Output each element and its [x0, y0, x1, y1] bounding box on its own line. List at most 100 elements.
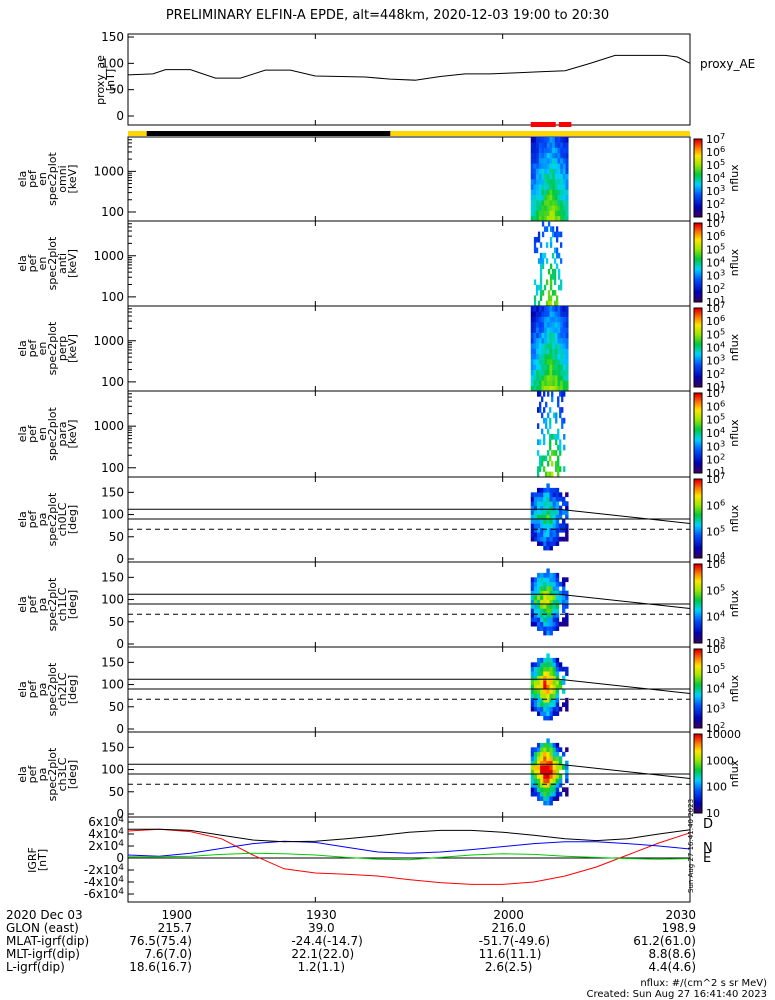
- para-spectrogram-ylabel-2: en: [36, 427, 49, 441]
- ch2lc-pitch-angle-cell: [561, 666, 566, 672]
- ch3lc-pitch-angle-cell: [537, 787, 541, 793]
- igrf-frame: [127, 816, 691, 903]
- anti-spectrogram-cell: [535, 284, 539, 291]
- ch0lc-pitch-angle-cell: [537, 519, 541, 524]
- anti-spectrogram-cell: [539, 279, 543, 286]
- omni-spectrogram-cell: [565, 158, 569, 164]
- ch3lc-pitch-angle-cell: [552, 774, 557, 779]
- perp-spectrogram-cell: [554, 385, 558, 392]
- ch3lc-pitch-angle-ylabel-5: [deg]: [66, 760, 79, 789]
- ch0lc-pitch-angle-cell: [530, 510, 535, 515]
- omni-spectrogram-cell: [560, 142, 564, 148]
- perp-spectrogram-cell: [554, 337, 558, 344]
- ch2lc-pitch-angle-cell: [537, 671, 541, 676]
- ch0lc-pitch-angle-colorbar-label: nflux: [728, 504, 741, 532]
- ch0lc-pitch-angle-cell: [543, 505, 547, 511]
- ch0lc-pitch-angle-colorbar-cell: [694, 496, 702, 500]
- ch1lc-pitch-angle-cell: [537, 612, 541, 618]
- ch0lc-pitch-angle-cell: [530, 523, 535, 529]
- perp-spectrogram-cell: [541, 359, 545, 365]
- ch1lc-pitch-angle-cell: [552, 626, 557, 631]
- perp-spectrogram-cell: [565, 385, 569, 392]
- ch3lc-pitch-angle-cell: [565, 760, 569, 766]
- omni-spectrogram-cell: [530, 200, 534, 206]
- omni-spectrogram-cell: [538, 168, 542, 175]
- omni-spectrogram-cell: [544, 152, 548, 159]
- perp-spectrogram-cell: [533, 343, 537, 349]
- ch0lc-pitch-angle-cell: [552, 523, 557, 529]
- ch3lc-pitch-angle-cell: [555, 751, 560, 757]
- ch1lc-pitch-angle-cell: [543, 604, 547, 609]
- ch1lc-pitch-angle-cell: [561, 604, 566, 609]
- omni-spectrogram-cell: [565, 147, 569, 154]
- perp-spectrogram-cell: [533, 364, 537, 371]
- omni-spectrogram-cell: [544, 163, 548, 169]
- omni-spectrogram-cell: [538, 163, 542, 169]
- anti-spectrogram-cell: [557, 252, 561, 259]
- omni-spectrogram-cell: [562, 194, 566, 201]
- anti-spectrogram-cell: [549, 295, 553, 301]
- para-spectrogram-cell: [543, 439, 546, 446]
- ch3lc-pitch-angle-cell: [546, 756, 550, 761]
- para-spectrogram-colorbar-cell: [694, 409, 702, 412]
- perp-spectrogram-cell: [549, 327, 553, 333]
- ch1lc-pitch-angle-colorbar-cell: [694, 575, 702, 579]
- omni-spectrogram-cell: [560, 147, 564, 154]
- ch3lc-pitch-angle-cell: [543, 756, 547, 761]
- omni-spectrogram-cell: [554, 173, 558, 180]
- anti-spectrogram-cell: [557, 231, 561, 238]
- ch0lc-pitch-angle-cell: [565, 532, 569, 538]
- ch3lc-pitch-angle-cell: [549, 787, 553, 793]
- perp-spectrogram-colorbar-cell: [694, 363, 702, 366]
- omni-spectrogram-ytick-label-0: 100: [101, 205, 124, 219]
- perp-spectrogram-cell: [562, 311, 566, 317]
- ch3lc-pitch-angle-colorbar-tick-3: 10000: [706, 728, 741, 741]
- ch1lc-pitch-angle-cell: [530, 621, 535, 627]
- ch0lc-pitch-angle-colorbar-cell: [694, 518, 702, 521]
- omni-spectrogram-cell: [541, 215, 545, 222]
- ch2lc-pitch-angle-colorbar-cell: [694, 710, 702, 713]
- perp-spectrogram-cell: [565, 369, 569, 376]
- perp-spectrogram-cell: [565, 316, 569, 323]
- igrf-ytick-label-5: -4x104: [84, 875, 124, 889]
- ch3lc-pitch-angle-cell: [555, 765, 560, 770]
- omni-spectrogram-cell: [562, 147, 566, 154]
- anti-spectrogram-colorbar-cell: [694, 290, 702, 293]
- para-spectrogram-colorbar-cell: [694, 443, 702, 446]
- ch3lc-pitch-angle-colorbar-tick-0: 10: [706, 807, 720, 820]
- para-spectrogram-colorbar-cell: [694, 451, 702, 454]
- perp-spectrogram-cell: [544, 337, 548, 344]
- ch1lc-pitch-angle-cell: [540, 617, 544, 623]
- ch0lc-pitch-angle-colorbar-cell: [694, 526, 702, 529]
- omni-spectrogram-cell: [565, 168, 569, 175]
- para-spectrogram-cell: [563, 444, 566, 451]
- anti-spectrogram-colorbar-cell: [694, 298, 702, 301]
- ch3lc-pitch-angle-cells: [530, 738, 569, 806]
- ch2lc-pitch-angle-colorbar-cell: [694, 666, 702, 670]
- perp-spectrogram-cell: [549, 337, 553, 344]
- para-spectrogram-colorbar-cell: [694, 425, 702, 428]
- ch1lc-pitch-angle-cell: [561, 586, 566, 591]
- omni-spectrogram-cell: [533, 168, 537, 175]
- omni-spectrogram-colorbar-tick-2: 103: [706, 183, 725, 198]
- perp-spectrogram-cell: [544, 353, 548, 360]
- ch1lc-pitch-angle-cell: [537, 621, 541, 627]
- omni-spectrogram-cell: [560, 137, 564, 143]
- para-spectrogram-colorbar-cell: [694, 441, 702, 444]
- ch0lc-pitch-angle-loss-cone-upper: [128, 508, 691, 524]
- perp-spectrogram-colorbar-cell: [694, 335, 702, 339]
- omni-spectrogram-cell: [530, 215, 534, 222]
- omni-spectrogram-cell: [533, 205, 537, 211]
- perp-spectrogram-cell: [562, 343, 566, 349]
- para-spectrogram-cell: [545, 471, 548, 478]
- chart-title: PRELIMINARY ELFIN-A EPDE, alt=448km, 202…: [165, 8, 610, 23]
- ch3lc-pitch-angle-colorbar-cell: [694, 737, 702, 741]
- perp-spectrogram-ylabel-5: [keV]: [66, 334, 79, 363]
- omni-spectrogram-colorbar-cell: [694, 170, 702, 173]
- ch3lc-pitch-angle-cell: [555, 769, 560, 775]
- anti-spectrogram-cell: [555, 300, 559, 307]
- para-spectrogram-cells: [537, 391, 566, 478]
- omni-spectrogram-cell: [565, 200, 569, 206]
- perp-spectrogram-cell: [533, 359, 537, 365]
- ch3lc-pitch-angle-cell: [546, 774, 550, 779]
